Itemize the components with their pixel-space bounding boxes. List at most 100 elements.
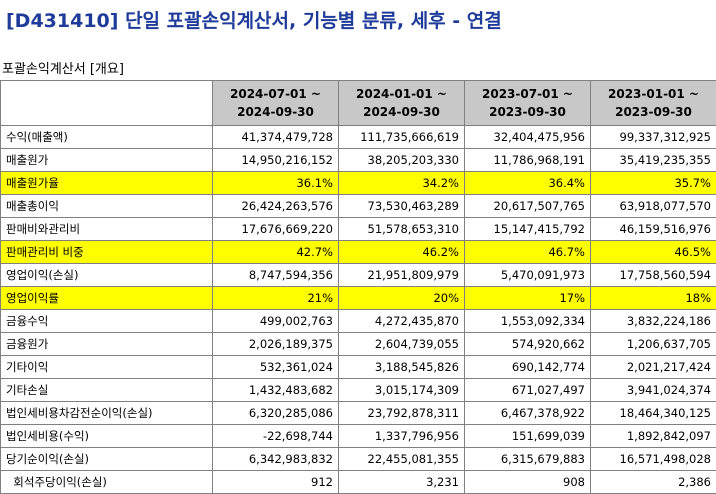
row-label[interactable]: 기타이익 (1, 356, 213, 379)
section-subtitle: 포괄손익계산서 [개요] (2, 61, 124, 79)
table-cell[interactable]: 11,786,968,191 (465, 149, 591, 172)
table-cell[interactable]: 99,337,312,925 (591, 126, 716, 149)
table-cell[interactable]: 73,530,463,289 (339, 195, 465, 218)
table-cell[interactable]: 1,206,637,705 (591, 333, 716, 356)
table-cell[interactable]: 38,205,203,330 (339, 149, 465, 172)
table-cell[interactable]: 22,455,081,355 (339, 448, 465, 471)
table-cell[interactable]: 912 (213, 471, 339, 494)
row-label[interactable]: 영업이익(손실) (1, 264, 213, 287)
table-cell[interactable]: 3,015,174,309 (339, 379, 465, 402)
table-cell[interactable]: 14,950,216,152 (213, 149, 339, 172)
table-cell[interactable]: 6,342,983,832 (213, 448, 339, 471)
table-cell[interactable]: 111,735,666,619 (339, 126, 465, 149)
table-cell[interactable]: 17,676,669,220 (213, 218, 339, 241)
table-row: 매출총이익 26,424,263,576 73,530,463,289 20,6… (1, 195, 716, 218)
table-cell[interactable]: 2,386 (591, 471, 716, 494)
row-label[interactable]: 금융수익 (1, 310, 213, 333)
table-cell[interactable]: 20% (339, 287, 465, 310)
table-cell[interactable]: 499,002,763 (213, 310, 339, 333)
row-label[interactable]: 회석주당이익(손실) (1, 471, 213, 494)
table-cell[interactable]: -22,698,744 (213, 425, 339, 448)
table-cell[interactable]: 5,470,091,973 (465, 264, 591, 287)
income-statement-table: 2024-07-01 ~ 2024-09-30 2024-01-01 ~ 202… (0, 80, 716, 494)
table-cell[interactable]: 63,918,077,570 (591, 195, 716, 218)
table-cell[interactable]: 908 (465, 471, 591, 494)
table-cell[interactable]: 18,464,340,125 (591, 402, 716, 425)
column-header-2024ytd[interactable]: 2024-01-01 ~ 2024-09-30 (339, 81, 465, 126)
table-cell[interactable]: 1,892,842,097 (591, 425, 716, 448)
column-header-line1: 2024-01-01 ~ (343, 85, 460, 103)
row-label[interactable]: 법인세비용차감전순이익(손실) (1, 402, 213, 425)
table-cell[interactable]: 2,026,189,375 (213, 333, 339, 356)
table-cell[interactable]: 574,920,662 (465, 333, 591, 356)
table-cell[interactable]: 3,231 (339, 471, 465, 494)
table-row-highlighted: 매출원가율 36.1% 34.2% 36.4% 35.7% (1, 172, 716, 195)
table-cell[interactable]: 2,604,739,055 (339, 333, 465, 356)
table-cell[interactable]: 21,951,809,979 (339, 264, 465, 287)
row-label[interactable]: 판매관리비 비중 (1, 241, 213, 264)
column-header-line1: 2023-07-01 ~ (469, 85, 586, 103)
table-cell[interactable]: 690,142,774 (465, 356, 591, 379)
table-row-highlighted: 영업이익률 21% 20% 17% 18% (1, 287, 716, 310)
table-cell[interactable]: 17% (465, 287, 591, 310)
table-cell[interactable]: 41,374,479,728 (213, 126, 339, 149)
column-header-2024q3[interactable]: 2024-07-01 ~ 2024-09-30 (213, 81, 339, 126)
table-cell[interactable]: 671,027,497 (465, 379, 591, 402)
table-cell[interactable]: 6,320,285,086 (213, 402, 339, 425)
table-cell[interactable]: 17,758,560,594 (591, 264, 716, 287)
column-header-2023ytd[interactable]: 2023-01-01 ~ 2023-09-30 (591, 81, 716, 126)
table-cell[interactable]: 16,571,498,028 (591, 448, 716, 471)
table-cell[interactable]: 26,424,263,576 (213, 195, 339, 218)
table-cell[interactable]: 1,337,796,956 (339, 425, 465, 448)
table-cell[interactable]: 46,159,516,976 (591, 218, 716, 241)
table-cell[interactable]: 42.7% (213, 241, 339, 264)
table-cell[interactable]: 36.4% (465, 172, 591, 195)
table-cell[interactable]: 46.2% (339, 241, 465, 264)
table-cell[interactable]: 46.5% (591, 241, 716, 264)
table-cell[interactable]: 3,941,024,374 (591, 379, 716, 402)
table-cell[interactable]: 32,404,475,956 (465, 126, 591, 149)
table-cell[interactable]: 46.7% (465, 241, 591, 264)
table-cell[interactable]: 3,832,224,186 (591, 310, 716, 333)
table-cell[interactable]: 532,361,024 (213, 356, 339, 379)
table-cell[interactable]: 20,617,507,765 (465, 195, 591, 218)
header-corner-cell[interactable] (1, 81, 213, 126)
row-label[interactable]: 매출원가율 (1, 172, 213, 195)
table-cell[interactable]: 18% (591, 287, 716, 310)
row-label[interactable]: 법인세비용(수익) (1, 425, 213, 448)
column-header-2023q3[interactable]: 2023-07-01 ~ 2023-09-30 (465, 81, 591, 126)
column-header-line2: 2024-09-30 (343, 103, 460, 121)
table-row: 매출원가 14,950,216,152 38,205,203,330 11,78… (1, 149, 716, 172)
row-label[interactable]: 수익(매출액) (1, 126, 213, 149)
table-cell[interactable]: 8,747,594,356 (213, 264, 339, 287)
row-label[interactable]: 매출원가 (1, 149, 213, 172)
table-cell[interactable]: 23,792,878,311 (339, 402, 465, 425)
table-cell[interactable]: 151,699,039 (465, 425, 591, 448)
table-row: 금융수익 499,002,763 4,272,435,870 1,553,092… (1, 310, 716, 333)
table-cell[interactable]: 3,188,545,826 (339, 356, 465, 379)
table-cell[interactable]: 34.2% (339, 172, 465, 195)
table-cell[interactable]: 15,147,415,792 (465, 218, 591, 241)
table-cell[interactable]: 2,021,217,424 (591, 356, 716, 379)
row-label[interactable]: 매출총이익 (1, 195, 213, 218)
table-cell[interactable]: 1,553,092,334 (465, 310, 591, 333)
table-cell[interactable]: 35,419,235,355 (591, 149, 716, 172)
table-row: 기타손실 1,432,483,682 3,015,174,309 671,027… (1, 379, 716, 402)
table-cell[interactable]: 6,467,378,922 (465, 402, 591, 425)
table-cell[interactable]: 35.7% (591, 172, 716, 195)
table-cell[interactable]: 1,432,483,682 (213, 379, 339, 402)
table-row-highlighted: 판매관리비 비중 42.7% 46.2% 46.7% 46.5% (1, 241, 716, 264)
row-label[interactable]: 기타손실 (1, 379, 213, 402)
row-label[interactable]: 금융원가 (1, 333, 213, 356)
table-row: 법인세비용(수익) -22,698,744 1,337,796,956 151,… (1, 425, 716, 448)
row-label[interactable]: 영업이익률 (1, 287, 213, 310)
table-cell[interactable]: 21% (213, 287, 339, 310)
column-header-line2: 2023-09-30 (469, 103, 586, 121)
row-label[interactable]: 판매비와관리비 (1, 218, 213, 241)
row-label[interactable]: 당기순이익(손실) (1, 448, 213, 471)
table-cell[interactable]: 6,315,679,883 (465, 448, 591, 471)
column-header-line2: 2023-09-30 (595, 103, 712, 121)
table-cell[interactable]: 36.1% (213, 172, 339, 195)
table-cell[interactable]: 4,272,435,870 (339, 310, 465, 333)
table-cell[interactable]: 51,578,653,310 (339, 218, 465, 241)
